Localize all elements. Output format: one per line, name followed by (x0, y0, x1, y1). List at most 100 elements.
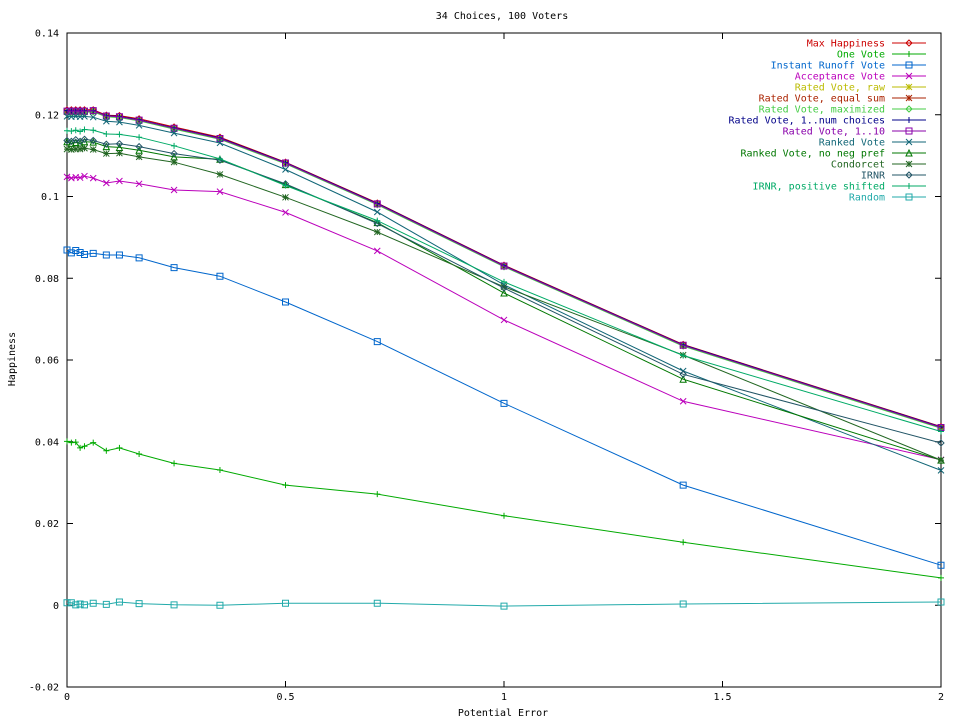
data-point (937, 456, 945, 464)
series-group (64, 126, 944, 435)
data-point (102, 600, 110, 608)
legend-label: Ranked Vote (819, 138, 885, 149)
data-point (116, 131, 123, 138)
data-point (115, 251, 123, 259)
data-point (80, 251, 88, 259)
data-point (373, 208, 381, 216)
data-point (116, 118, 123, 126)
data-point (81, 172, 88, 180)
data-point (136, 451, 143, 458)
series-lines (63, 106, 945, 610)
data-point (938, 574, 944, 581)
data-point (216, 188, 224, 195)
data-point (71, 138, 80, 147)
data-point (80, 135, 89, 143)
data-point (216, 601, 224, 609)
data-point (103, 447, 110, 454)
series-group (63, 598, 945, 610)
legend-marker (906, 51, 912, 57)
legend-marker (905, 148, 913, 157)
legend-marker (905, 171, 913, 179)
data-point (373, 599, 381, 607)
legend-label: Rated Vote, maximized (759, 105, 885, 116)
data-point (171, 460, 178, 467)
data-point (76, 600, 84, 608)
data-point (501, 278, 507, 285)
data-point (115, 140, 124, 148)
series-line (66, 249, 942, 566)
data-point (679, 600, 687, 608)
data-point (135, 254, 143, 262)
legend-label: Condorcet (831, 160, 885, 171)
data-point (63, 136, 71, 145)
legend-marker (905, 193, 913, 201)
series-line (66, 175, 942, 461)
data-point (216, 171, 224, 178)
data-point (89, 136, 97, 145)
data-point (374, 491, 381, 498)
x-tick-label: 2 (938, 692, 944, 703)
series-line (67, 110, 942, 428)
legend-label: Rated Vote, raw (795, 83, 886, 94)
data-point (937, 467, 945, 474)
x-axis-label: Potential Error (458, 708, 548, 719)
y-tick-label: 0.1 (41, 192, 59, 203)
data-point (136, 134, 143, 141)
data-point (171, 142, 178, 149)
data-point (72, 127, 79, 134)
data-point (89, 174, 97, 182)
data-point (282, 298, 289, 306)
data-point (500, 602, 508, 610)
series-line (66, 147, 942, 461)
data-point (135, 180, 143, 188)
data-point (937, 561, 945, 569)
data-point (679, 341, 687, 349)
data-point (170, 186, 178, 194)
y-tick-label: 0.02 (35, 519, 59, 530)
data-point (216, 466, 223, 473)
data-point (679, 481, 687, 489)
data-point (89, 249, 97, 257)
data-point (64, 438, 70, 445)
data-point (103, 130, 110, 137)
legend-marker (905, 105, 913, 113)
data-point (170, 601, 178, 609)
data-point (680, 539, 687, 546)
data-point (81, 126, 88, 133)
data-point (135, 146, 143, 154)
data-point (937, 598, 945, 606)
data-point (500, 262, 508, 270)
data-point (938, 428, 944, 435)
data-point (282, 193, 289, 201)
y-tick-label: 0.08 (35, 274, 59, 285)
data-point (81, 113, 88, 120)
data-point (170, 149, 178, 158)
legend-marker (905, 160, 913, 168)
series-line (66, 115, 942, 471)
legend-label: Max Happiness (807, 39, 885, 50)
data-point (937, 423, 945, 431)
data-point (170, 264, 178, 272)
data-point (116, 177, 123, 185)
series-group (64, 438, 944, 581)
y-tick-label: 0.12 (35, 110, 59, 121)
data-point (115, 598, 123, 606)
data-point (373, 247, 381, 255)
legend-label: Rated Vote, 1..num choices (728, 116, 885, 127)
x-tick-label: 1.5 (713, 692, 731, 703)
data-point (216, 134, 224, 142)
legend-marker (906, 117, 912, 123)
legend-label: Instant Runoff Vote (771, 61, 885, 72)
legend-label: IRNR, positive shifted (753, 182, 885, 193)
y-tick-label: 0.04 (35, 437, 59, 448)
data-point (89, 146, 97, 153)
legend-marker (906, 183, 912, 189)
data-point (72, 145, 80, 153)
data-point (81, 443, 88, 450)
data-point (89, 113, 97, 121)
data-point (72, 135, 80, 144)
data-point (282, 209, 289, 216)
legend-label: Ranked Vote, no neg pref (741, 149, 886, 160)
